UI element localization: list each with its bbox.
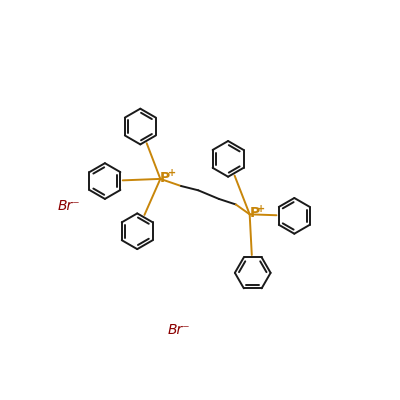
Text: P: P — [160, 171, 170, 185]
Text: P: P — [250, 206, 260, 220]
Text: Br⁻: Br⁻ — [168, 323, 190, 337]
Text: +: + — [168, 168, 176, 178]
Text: +: + — [257, 204, 266, 214]
Text: Br⁻: Br⁻ — [58, 199, 80, 213]
